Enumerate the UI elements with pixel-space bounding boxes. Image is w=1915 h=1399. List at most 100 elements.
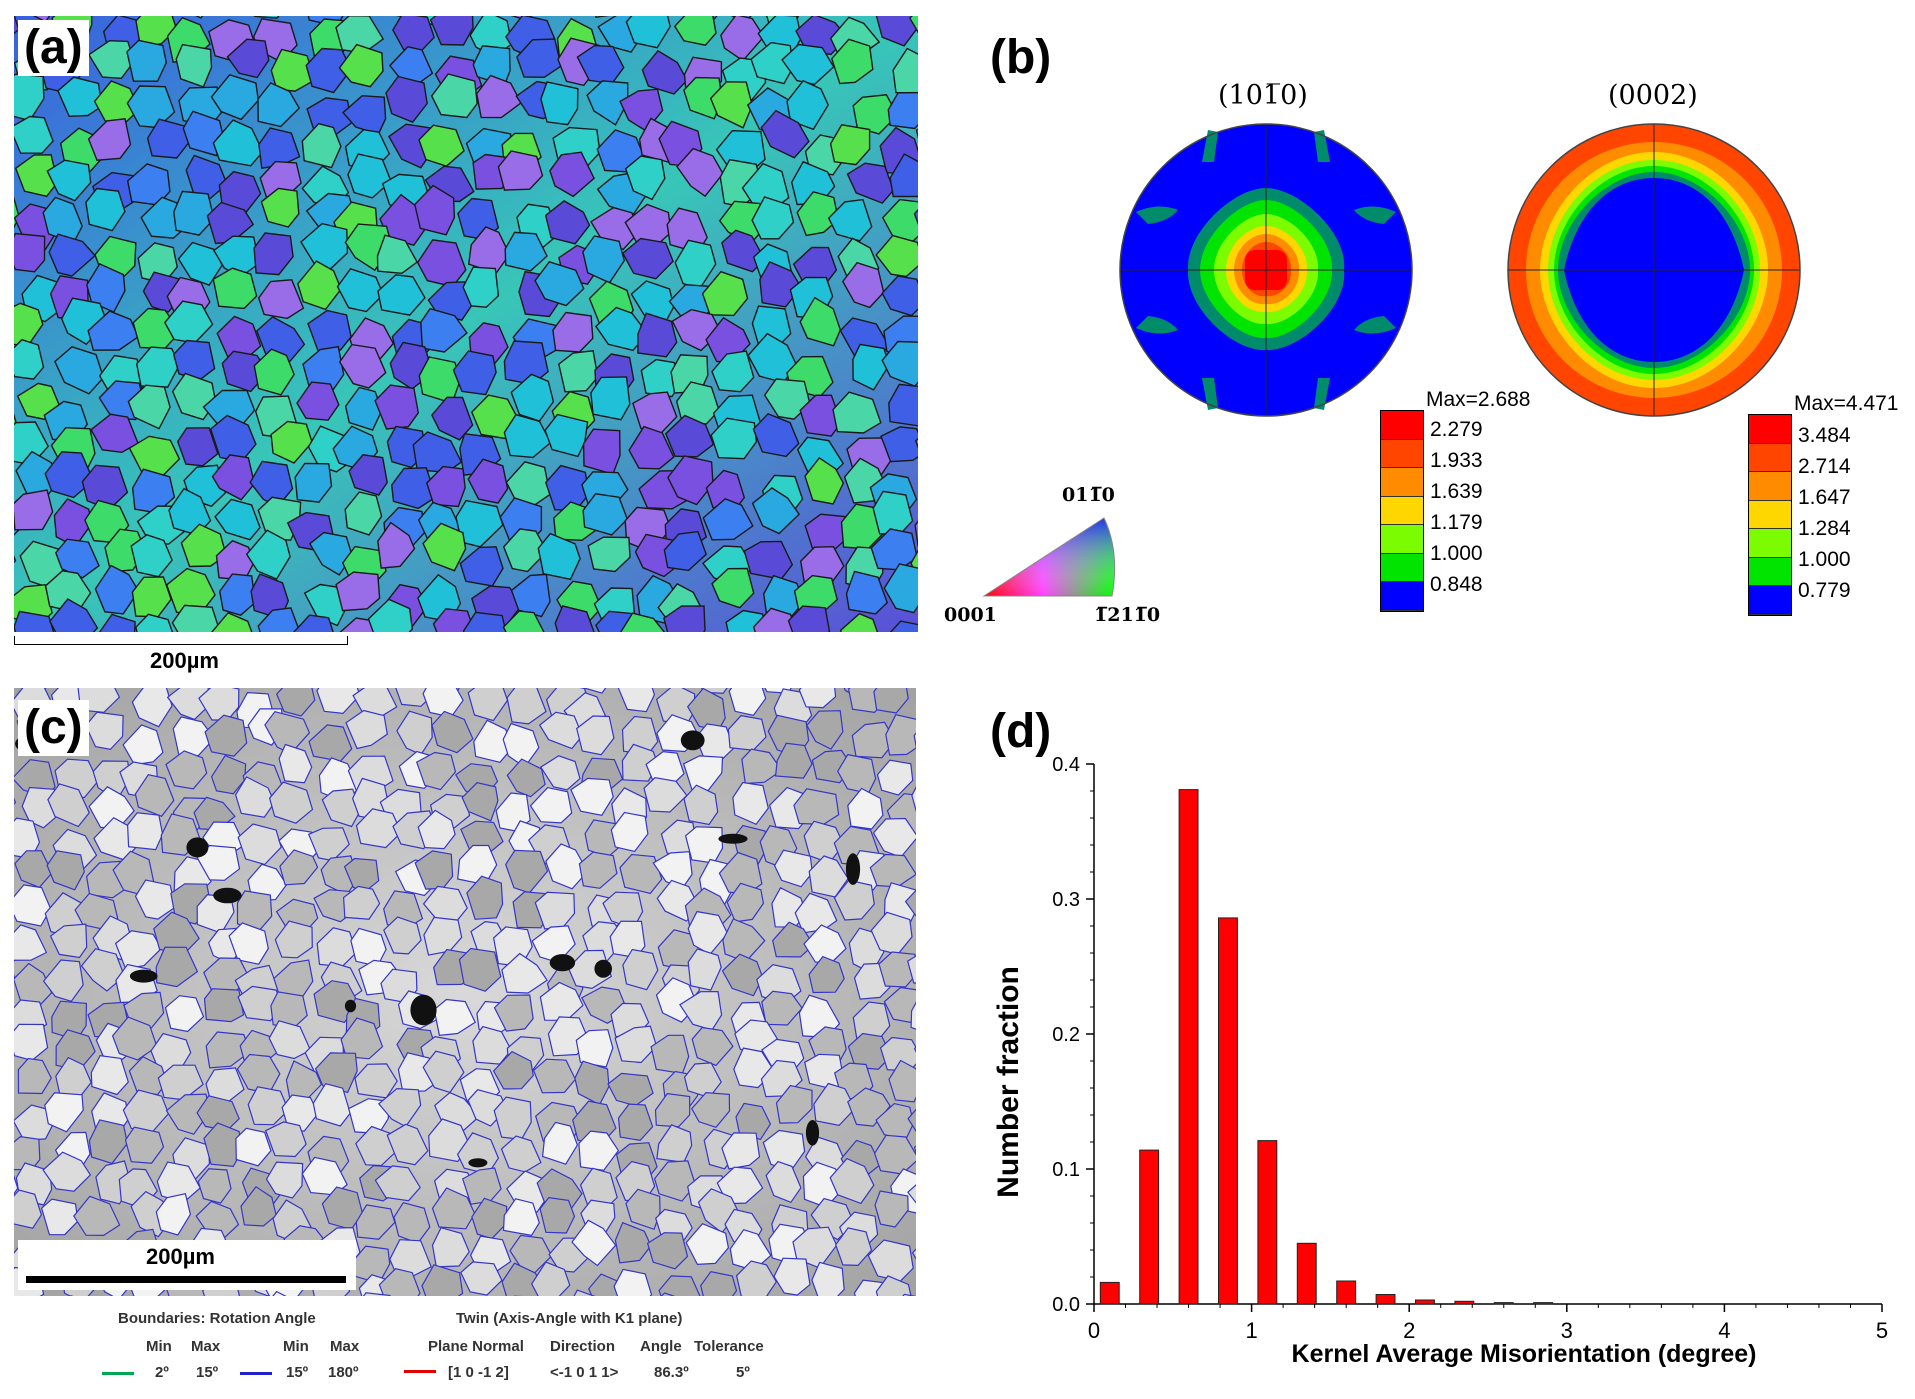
grain [14, 554, 17, 564]
colorbar-cell [1749, 586, 1791, 616]
pore [594, 959, 612, 978]
grain [235, 1127, 272, 1167]
grain [111, 1016, 158, 1061]
grain [46, 159, 92, 202]
grain [852, 343, 891, 391]
grain [529, 786, 573, 824]
kam-bar [1139, 1149, 1160, 1305]
grain [889, 153, 918, 198]
grain [390, 467, 437, 510]
grain [590, 376, 631, 421]
grain [196, 844, 241, 881]
grain [673, 16, 717, 46]
boundary-map-image [14, 688, 916, 1296]
grain [14, 232, 46, 273]
ipf-key-right-label: 1̅211̅0 [1094, 604, 1161, 626]
grain [872, 490, 914, 535]
grain [787, 605, 831, 632]
grain [126, 812, 164, 851]
grain [750, 41, 795, 85]
grain [470, 394, 517, 440]
green-boundary-swatch [102, 1372, 134, 1375]
grain [839, 612, 879, 632]
grain [781, 43, 835, 86]
grain [237, 823, 282, 866]
grain [799, 296, 842, 347]
grain [467, 688, 509, 722]
grain [377, 274, 426, 316]
kam-bar [1099, 1281, 1120, 1305]
grain [614, 1025, 658, 1064]
grain [44, 451, 95, 499]
grain [270, 48, 316, 92]
colorbar-1-level: 1.933 [1430, 449, 1483, 472]
grain [44, 1092, 84, 1133]
grain [732, 781, 769, 826]
grain [467, 458, 509, 504]
colorbar-cell [1749, 529, 1791, 558]
grain [253, 348, 295, 396]
twin-plane-header: Plane Normal [428, 1338, 524, 1355]
grain [735, 1260, 778, 1296]
grain [296, 381, 340, 421]
grain [134, 774, 175, 818]
colorbar-2-level: 2.714 [1798, 455, 1851, 478]
twin-legend-title: Twin (Axis-Angle with K1 plane) [456, 1310, 683, 1327]
grain [342, 885, 381, 920]
colorbar-1-levels: 2.279 1.933 1.639 1.179 1.000 0.848 [1430, 418, 1510, 604]
grain [307, 309, 352, 353]
grain [14, 610, 55, 632]
colorbar-1-level: 1.639 [1430, 480, 1483, 503]
grain [14, 16, 20, 35]
grain [164, 995, 205, 1033]
grain [462, 611, 507, 632]
grain [362, 1292, 391, 1296]
grain [774, 742, 813, 779]
grain [902, 1293, 916, 1296]
grain [845, 570, 889, 615]
grain [653, 1160, 697, 1202]
scalebar-c-label: 200µm [146, 1244, 215, 1269]
grain [458, 947, 502, 992]
grain [240, 1185, 277, 1227]
pore [549, 954, 576, 972]
grain [98, 613, 136, 632]
grain [73, 1195, 121, 1237]
grain [203, 1122, 242, 1168]
colorbar-cell [1749, 500, 1791, 530]
twin-angle-header: Angle [640, 1338, 682, 1355]
grain [909, 16, 918, 34]
grain [47, 783, 90, 828]
grain [165, 1093, 211, 1135]
pore [213, 887, 242, 904]
grain [571, 1219, 617, 1267]
grain [336, 267, 385, 313]
grain [582, 493, 629, 536]
grain [87, 310, 140, 351]
grain [14, 797, 17, 805]
grain [539, 1196, 576, 1234]
x-tick-label: 1 [1245, 1318, 1257, 1343]
grain [414, 184, 456, 236]
twin-tolerance-header: Tolerance [694, 1338, 764, 1355]
grain [691, 1026, 734, 1067]
grain [852, 94, 899, 135]
grain [595, 16, 610, 18]
grain [340, 1017, 384, 1060]
grain [620, 612, 666, 632]
grain [335, 571, 381, 612]
grain [90, 1054, 129, 1096]
grain [831, 38, 874, 85]
grain [386, 1123, 429, 1166]
colorbar-2-level: 1.647 [1798, 486, 1851, 509]
grain [166, 688, 211, 721]
grain [415, 751, 457, 791]
grain [247, 1086, 290, 1126]
grain [378, 1268, 421, 1296]
grain [911, 786, 916, 813]
grain [716, 1166, 764, 1205]
grain [643, 777, 688, 813]
pore [129, 969, 158, 983]
blue-min-header: Min [283, 1338, 309, 1355]
grain [622, 948, 659, 991]
